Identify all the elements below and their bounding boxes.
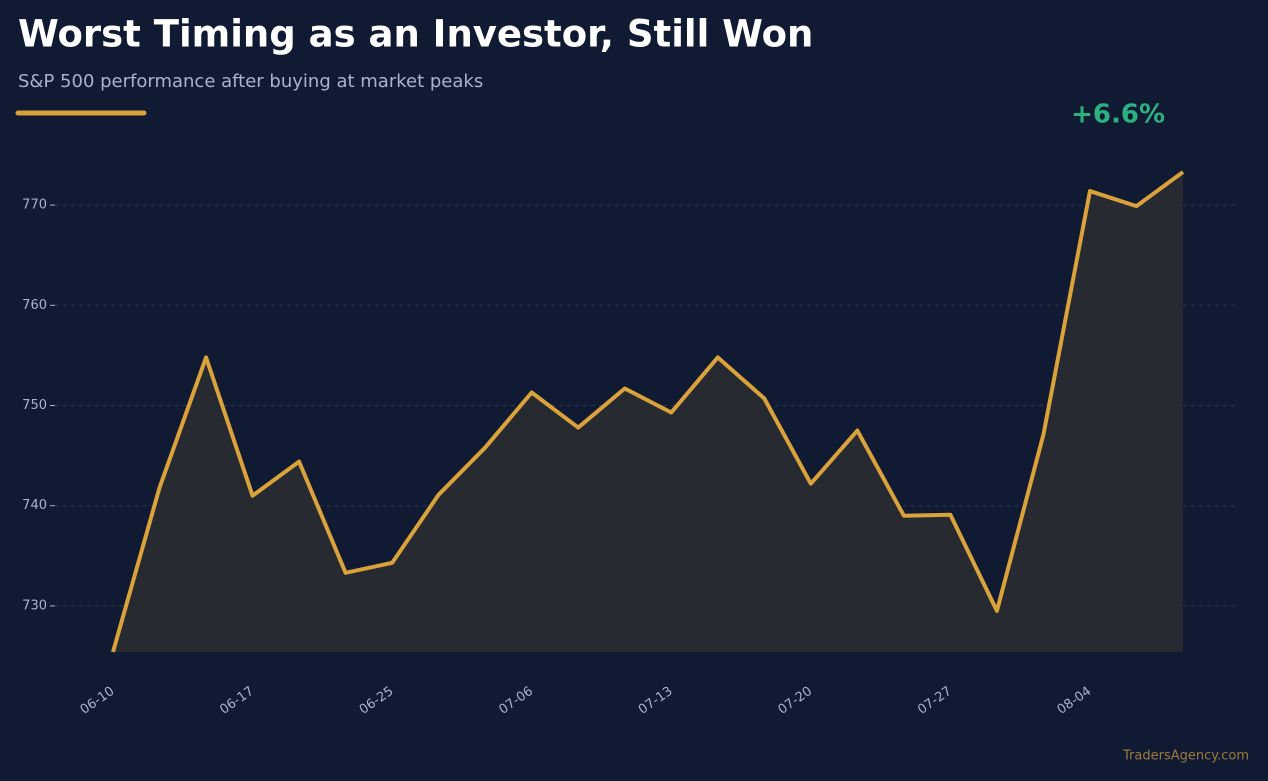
y-tick-label: 730: [22, 598, 47, 613]
y-tick-label: 740: [22, 498, 47, 513]
chart-subtitle: S&P 500 performance after buying at mark…: [18, 71, 483, 92]
chart-title: Worst Timing as an Investor, Still Won: [18, 13, 813, 56]
watermark: TradersAgency.com: [1122, 749, 1249, 764]
line: [111, 170, 1185, 653]
area-fill: [113, 172, 1183, 652]
y-tick-label: 750: [22, 398, 47, 413]
y-tick-label: 760: [22, 298, 47, 313]
annotation: +6.6%: [1071, 100, 1165, 130]
y-tick-label: 770: [22, 198, 47, 213]
